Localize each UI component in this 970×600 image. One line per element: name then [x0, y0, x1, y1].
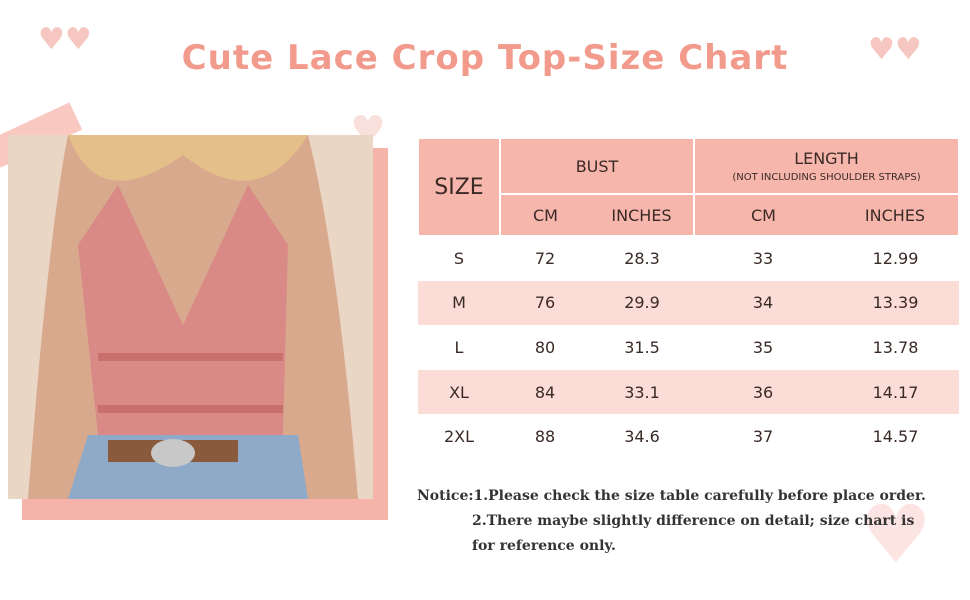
- unit-header: CM: [499, 193, 590, 237]
- length-title: LENGTH: [794, 149, 859, 168]
- value-cell: 76: [534, 293, 556, 313]
- value-cell: 14.17: [872, 382, 919, 402]
- size-cell: L: [454, 337, 464, 357]
- notice-line-3: for reference only.: [472, 538, 616, 554]
- value-cell: 33.1: [624, 382, 660, 402]
- value-cell: 33: [752, 249, 774, 269]
- value-cell: 34: [752, 293, 774, 313]
- table-row: 2XL 88 34.6 37 14.57: [418, 414, 959, 459]
- value-cell: 72: [534, 249, 556, 269]
- length-note: (NOT INCLUDING SHOULDER STRAPS): [732, 172, 921, 183]
- value-cell: 36: [752, 382, 774, 402]
- length-header: LENGTH (NOT INCLUDING SHOULDER STRAPS): [693, 137, 960, 195]
- notice-line-1: Notice:1.Please check the size table car…: [417, 488, 926, 504]
- lace-top-illustration: [8, 135, 373, 499]
- size-cell: 2XL: [443, 427, 475, 447]
- size-cell: S: [453, 249, 465, 269]
- heart-icon: ♥: [860, 488, 932, 581]
- size-cell: M: [452, 293, 466, 313]
- unit-header: INCHES: [832, 193, 960, 237]
- page-title: Cute Lace Crop Top-Size Chart: [181, 38, 789, 78]
- value-cell: 31.5: [624, 337, 660, 357]
- heart-icon: ♥♥: [38, 22, 92, 57]
- unit-header: CM: [693, 193, 832, 237]
- value-cell: 88: [534, 427, 556, 447]
- value-cell: 34.6: [624, 427, 660, 447]
- heart-icon: ♥♥: [868, 32, 922, 67]
- value-cell: 12.99: [872, 249, 919, 269]
- size-table: SIZE BUST LENGTH (NOT INCLUDING SHOULDER …: [417, 137, 960, 459]
- product-photo: [8, 135, 373, 499]
- size-cell: XL: [449, 382, 469, 402]
- value-cell: 13.78: [872, 337, 919, 357]
- value-cell: 37: [752, 427, 774, 447]
- table-row: L 80 31.5 35 13.78: [418, 325, 959, 370]
- table-row: S 72 28.3 33 12.99: [418, 236, 959, 281]
- value-cell: 28.3: [624, 249, 660, 269]
- size-header: SIZE: [417, 137, 501, 237]
- value-cell: 84: [534, 382, 556, 402]
- value-cell: 13.39: [872, 293, 919, 313]
- unit-header: INCHES: [590, 193, 695, 237]
- table-row: XL 84 33.1 36 14.17: [418, 369, 959, 415]
- value-cell: 29.9: [624, 293, 660, 313]
- table-row: M 76 29.9 34 13.39: [418, 280, 959, 326]
- value-cell: 14.57: [872, 427, 919, 447]
- value-cell: 80: [534, 337, 556, 357]
- bust-header: BUST: [499, 137, 695, 195]
- notice: Notice:1.Please check the size table car…: [417, 484, 926, 559]
- value-cell: 35: [752, 337, 774, 357]
- notice-line-2: 2.There maybe slightly difference on det…: [472, 513, 915, 529]
